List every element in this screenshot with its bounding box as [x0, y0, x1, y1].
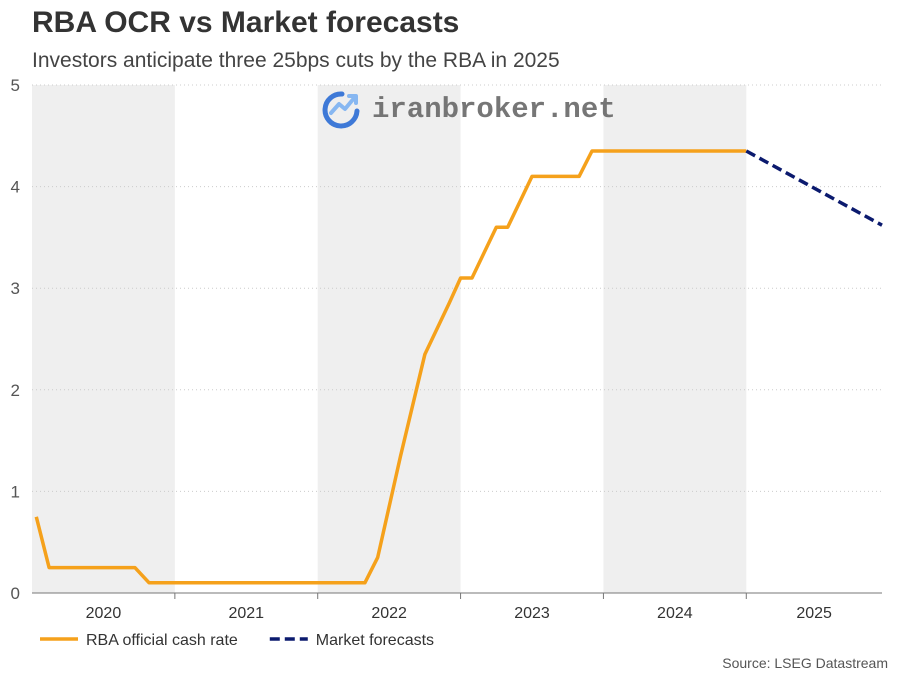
year-band-2022: [317, 85, 461, 593]
y-tick-label: 1: [11, 482, 20, 501]
y-tick-label: 3: [11, 279, 20, 298]
chart-title: RBA OCR vs Market forecasts: [32, 6, 460, 39]
y-tick-label: 4: [11, 178, 20, 197]
x-tick-label-2020: 2020: [86, 605, 122, 622]
series-lines: [34, 149, 883, 585]
series-line-0: [34, 149, 747, 585]
x-tick-label-2025: 2025: [796, 605, 832, 622]
year-bands: [32, 85, 747, 593]
source-note: Source: LSEG Datastream: [722, 655, 888, 671]
gridlines: [32, 84, 882, 492]
chart-subtitle: Investors anticipate three 25bps cuts by…: [32, 49, 560, 72]
watermark-text: iranbroker.net: [372, 93, 616, 126]
x-tick-label-2024: 2024: [657, 605, 693, 622]
y-tick-label: 0: [11, 584, 20, 603]
axes: 0 1 2 3 4 5 2020 2021 2022 2023 2024 2025: [11, 76, 882, 622]
x-tick-label-2021: 2021: [228, 605, 264, 622]
year-band-2024: [603, 85, 747, 593]
legend-label-0: RBA official cash rate: [86, 632, 238, 649]
chart-trend-logo-icon: [322, 91, 360, 129]
watermark: iranbroker.net: [322, 91, 616, 129]
x-tick-label-2022: 2022: [371, 605, 407, 622]
y-tick-label: 2: [11, 381, 20, 400]
legend-label-1: Market forecasts: [316, 632, 434, 649]
y-tick-label: 5: [11, 76, 20, 95]
year-band-2020: [32, 85, 175, 593]
legend: RBA official cash rate Market forecasts: [40, 632, 434, 649]
x-tick-label-2023: 2023: [514, 605, 550, 622]
series-line-1: [745, 149, 883, 227]
